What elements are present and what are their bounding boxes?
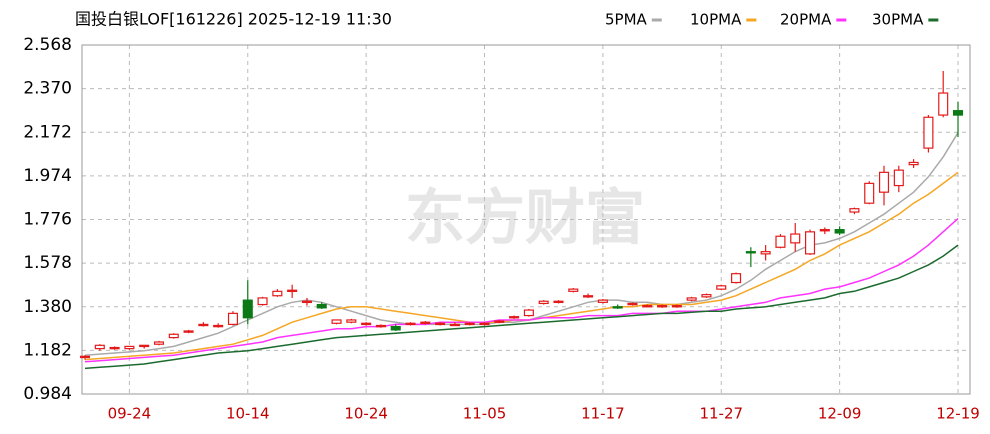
y-tick-label: 1.776 <box>23 210 72 230</box>
candle-body <box>716 285 727 290</box>
candle-body <box>938 92 949 116</box>
candle-body <box>583 295 594 298</box>
candle-body <box>390 325 401 331</box>
candle-body <box>94 344 105 350</box>
candle-body <box>287 289 298 293</box>
legend-label: 30PMA <box>872 11 924 29</box>
candle-body <box>139 344 150 348</box>
candle-body <box>153 341 165 345</box>
candle-body <box>361 322 372 326</box>
candle-body <box>731 273 742 284</box>
x-tick-label: 09-24 <box>108 405 152 423</box>
candle-body <box>405 322 416 326</box>
candle-body <box>864 182 875 204</box>
candle-body <box>494 320 505 323</box>
candle-body <box>671 305 682 308</box>
candle-body <box>775 235 786 248</box>
candle-body <box>878 171 890 193</box>
candle-body <box>893 169 904 187</box>
legend-label: 5PMA <box>605 11 648 29</box>
candle-body <box>420 321 431 324</box>
candle-body <box>509 316 520 319</box>
candle-body <box>464 322 475 326</box>
y-tick-label: 2.370 <box>23 79 72 99</box>
candle-body <box>109 346 120 350</box>
y-tick-label: 1.578 <box>23 253 72 273</box>
candle-body <box>538 300 549 305</box>
candle-body <box>168 333 179 339</box>
x-tick-label: 12-19 <box>936 405 980 423</box>
candle-body <box>227 312 239 325</box>
candle-body <box>657 305 668 308</box>
x-tick-label: 10-24 <box>344 405 388 423</box>
x-tick-label: 10-14 <box>226 405 270 423</box>
candle-body <box>908 161 919 166</box>
candle-body <box>568 288 579 292</box>
candle-body <box>435 322 446 326</box>
candle-body <box>272 290 283 297</box>
candle-body <box>804 231 816 255</box>
candle-body <box>183 330 194 333</box>
moving-average-line <box>84 244 959 370</box>
y-tick-label: 2.172 <box>23 122 72 142</box>
y-tick-label: 0.984 <box>23 384 72 404</box>
candle-body <box>760 251 771 255</box>
y-tick-label: 1.182 <box>23 340 72 360</box>
y-tick-label: 2.568 <box>23 35 72 55</box>
candle-body <box>686 297 697 301</box>
candle-body <box>553 300 564 304</box>
candle-body <box>346 319 357 323</box>
candle-body <box>375 324 386 328</box>
candle-body <box>790 233 801 244</box>
plot-frame <box>81 44 971 395</box>
candle-body <box>701 294 712 298</box>
candle-body <box>597 299 608 303</box>
candle-body <box>257 297 268 306</box>
candle-body <box>79 355 91 359</box>
candle-body <box>745 251 756 254</box>
y-tick-label: 1.974 <box>23 166 72 186</box>
candle-body <box>301 300 312 304</box>
candle-body <box>627 302 638 306</box>
candle-body <box>523 309 534 317</box>
candle-body <box>834 229 845 234</box>
candle-body <box>242 299 253 319</box>
candle-body <box>479 322 490 326</box>
candle-body <box>849 208 860 213</box>
candle-body <box>316 303 327 309</box>
candle-body <box>198 323 209 327</box>
candle-body <box>213 324 224 328</box>
x-tick-label: 12-09 <box>818 405 862 423</box>
legend: 5PMA 10PMA 20PMA 30PMA <box>605 11 939 29</box>
x-tick-label: 11-05 <box>463 405 507 423</box>
chart-title: 国投白银LOF[161226] 2025-12-19 11:30 <box>75 10 392 29</box>
watermark: 东方财富 <box>405 184 645 254</box>
candle-body <box>923 116 934 149</box>
x-tick-label: 11-27 <box>699 405 743 423</box>
candle-body <box>331 319 342 324</box>
legend-label: 20PMA <box>780 11 832 29</box>
candle-body <box>449 323 460 327</box>
y-tick-label: 1.380 <box>23 297 72 317</box>
candle-body <box>612 306 623 309</box>
moving-average-line <box>84 218 959 363</box>
legend-label: 10PMA <box>690 11 742 29</box>
candle-body <box>124 345 135 350</box>
x-tick-label: 11-17 <box>581 405 625 423</box>
candle-body <box>642 305 653 308</box>
candle-body <box>819 229 830 232</box>
candle-body <box>952 110 964 116</box>
